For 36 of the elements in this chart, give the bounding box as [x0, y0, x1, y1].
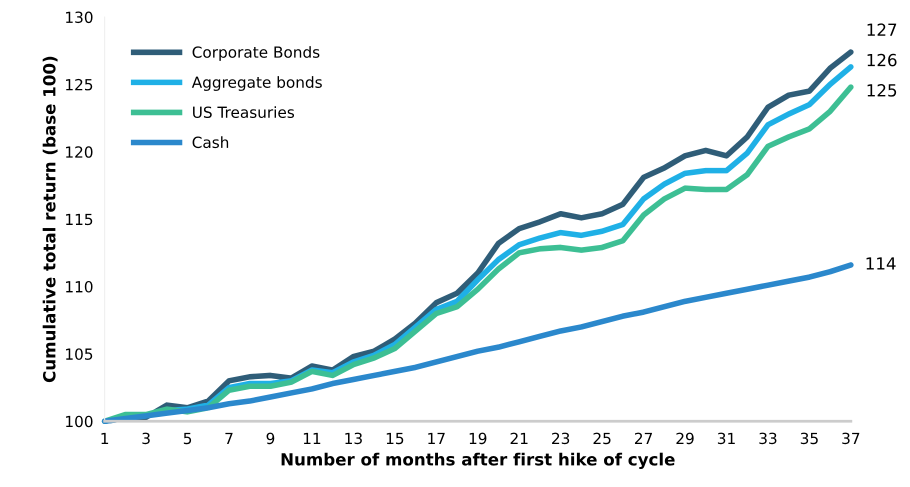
x-tick-label: 31 — [718, 432, 735, 444]
legend-label: US Treasuries — [193, 106, 294, 118]
y-tick-label: 125 — [66, 78, 92, 90]
x-tick-label: 13 — [345, 432, 362, 444]
y-axis-title: Cumulative total return (base 100) — [42, 56, 58, 382]
x-tick-label: 11 — [304, 432, 320, 444]
x-tick-label: 35 — [800, 432, 818, 444]
x-tick-label: 25 — [594, 432, 610, 444]
x-tick-label: 7 — [225, 432, 233, 444]
x-tick-label: 19 — [470, 432, 486, 444]
text: 114 — [866, 257, 896, 270]
legend-label: Aggregate bonds — [192, 76, 322, 91]
x-tick-label: 37 — [842, 432, 860, 444]
x-tick-label: 15 — [386, 432, 404, 444]
y-tick-label: 110 — [66, 280, 93, 293]
x-axis-title: Number of months after first hike of cycle — [282, 452, 675, 469]
x-tick-label: 23 — [552, 432, 570, 444]
x-tick-label: 3 — [142, 432, 150, 444]
x-tick-label: 29 — [676, 432, 694, 444]
x-tick-label: 9 — [266, 432, 274, 444]
x-tick-label: 5 — [184, 432, 192, 444]
text: 125 — [868, 84, 896, 97]
y-tick-label: 105 — [66, 348, 92, 360]
y-tick-label: 120 — [66, 146, 93, 158]
x-tick-label: 21 — [510, 432, 528, 444]
y-tick-label: 130 — [66, 12, 93, 24]
y-tick-label: 115 — [66, 214, 92, 226]
text: 126 — [868, 54, 897, 66]
legend-label: Cash — [192, 136, 228, 148]
x-tick-label: 17 — [428, 432, 445, 444]
x-tick-label: 1 — [101, 432, 108, 444]
x-tick-label: 27 — [634, 432, 652, 444]
x-tick-label: 33 — [759, 432, 776, 444]
y-tick-label: 100 — [66, 416, 93, 428]
legend-label: Corporate Bonds — [192, 46, 320, 61]
text: 127 — [868, 23, 896, 36]
